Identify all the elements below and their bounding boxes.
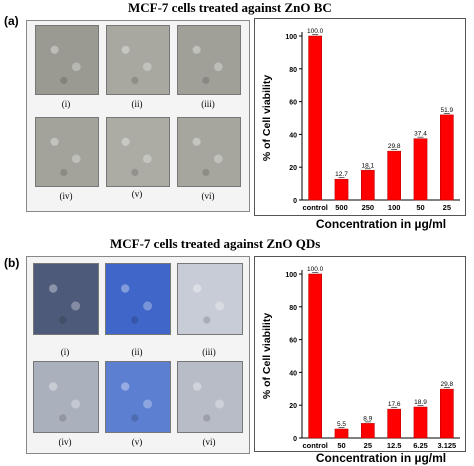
panel-a-image-4	[35, 117, 99, 187]
panel-b-y-tick-label-0: 0	[293, 436, 297, 443]
panel-a-bar-500	[334, 178, 349, 201]
panel-a-caption-4: (iv)	[59, 191, 73, 201]
panel-a-y-tick-label-2: 40	[289, 132, 297, 139]
panel-b-bar-chart: 0 20 40 60 80 100 100.0 control 5.5 50 8.9 25 17.6 12…	[261, 266, 460, 465]
panel-a-caption-2: (ii)	[131, 99, 143, 109]
panel-a-value-label-5: 51.9	[441, 107, 454, 114]
panel-b-value-label-1: 5.5	[337, 421, 346, 428]
panel-a-y-tick-label-4: 80	[289, 67, 297, 74]
panel-b-caption-6: (vi)	[202, 437, 216, 447]
panel-b-y-tick-label-2: 40	[289, 370, 297, 377]
panel-b-value-label-0: 100.0	[307, 266, 324, 273]
panel-b-value-label-2: 8.9	[363, 415, 372, 422]
panel-a-y-tick-label-3: 60	[289, 100, 297, 107]
panel-a-y-tick-label-0: 0	[293, 198, 297, 205]
panel-b-label: (b)	[4, 256, 20, 270]
panel-b-image-5	[105, 361, 171, 433]
panel-b-bar-25	[361, 423, 375, 439]
panel-a-bar-25	[440, 114, 454, 201]
panel-a-label: (a)	[4, 14, 19, 28]
panel-b-caption-1: (i)	[60, 347, 70, 357]
panel-b-x-tick-label-0: control	[302, 441, 327, 450]
panel-b-x-tick-label-2: 25	[364, 441, 372, 450]
panel-a-value-label-2: 18.1	[362, 162, 375, 169]
panel-b-title: MCF-7 cells treated against ZnO QDs	[110, 236, 321, 251]
panel-a-y-tick-label-1: 20	[289, 165, 297, 172]
panel-a-x-tick-label-1: 500	[335, 203, 348, 212]
panel-a-image-3	[177, 25, 241, 95]
panel-a-caption-5: (v)	[131, 189, 143, 199]
panel-a-bar-chart: 0 20 40 60 80 100 100.0 control 12.7 500 18.1 250 29…	[261, 28, 460, 231]
panel-b-value-label-5: 29.8	[441, 381, 454, 388]
panel-b-y-axis-label: % of Cell viability	[261, 313, 273, 400]
panel-b-image-4	[33, 361, 99, 433]
panel-b-y-tick-label-5: 100	[285, 272, 297, 279]
panel-a-micrographs: (i) (ii) (iii) (iv) (v) (vi)	[26, 20, 250, 212]
panel-a-value-label-0: 100.0	[307, 28, 324, 35]
panel-b-x-tick-label-1: 50	[337, 441, 345, 450]
panel-b-caption-2: (ii)	[131, 347, 143, 357]
panel-a-image-5	[106, 117, 170, 187]
panel-b-caption-3: (iii)	[202, 347, 216, 357]
panel-b-image-1	[33, 263, 99, 335]
panel-a-value-label-3: 29.8	[388, 143, 401, 150]
panel-a-chart-frame	[254, 18, 466, 216]
panel-b-bar-12.5	[387, 408, 401, 439]
panel-a-image-6	[177, 117, 241, 187]
panel-b-x-axis-label: Concentration in µg/ml	[316, 451, 446, 465]
panel-a-x-tick-label-2: 250	[362, 203, 375, 212]
panel-b-bar-control	[308, 273, 322, 439]
panel-a-bar-control	[308, 35, 322, 201]
panel-a-caption-3: (iii)	[201, 99, 215, 109]
panel-a-value-label-1: 12.7	[335, 171, 348, 178]
panel-a-image-1	[35, 25, 99, 95]
panel-b-image-2	[105, 263, 171, 335]
panel-b-image-6	[177, 361, 243, 433]
panel-a-x-tick-label-4: 50	[416, 203, 424, 212]
panel-a-bar-50	[413, 138, 428, 201]
panel-b-bar-3.125	[440, 388, 454, 439]
panel-a-value-label-4: 37.4	[414, 131, 427, 138]
panel-b-x-tick-label-3: 12.5	[387, 441, 402, 450]
panel-b-bar-6.25	[413, 406, 428, 439]
panel-a-caption-1: (i)	[61, 99, 71, 109]
panel-b-y-tick-label-1: 20	[289, 403, 297, 410]
panel-a-image-2	[106, 25, 170, 95]
panel-a-x-tick-label-5: 25	[443, 203, 451, 212]
panel-a-x-axis-label: Concentration in µg/ml	[316, 217, 446, 231]
panel-b-y-tick-label-3: 60	[289, 338, 297, 345]
panel-b-bar-50	[334, 428, 349, 439]
panel-b-chart-frame	[254, 256, 466, 452]
panel-b-value-label-4: 18.9	[414, 399, 427, 406]
panel-b-caption-5: (v)	[131, 437, 143, 447]
panel-b-caption-4: (iv)	[58, 437, 72, 447]
panel-b-x-tick-label-4: 6.25	[413, 441, 428, 450]
panel-b-y-tick-label-4: 80	[289, 305, 297, 312]
panel-a-y-tick-label-5: 100	[285, 34, 297, 41]
panel-b-x-tick-label-5: 3.125	[437, 441, 456, 450]
panel-b-micrographs: (i) (ii) (iii) (iv) (v) (vi)	[26, 256, 250, 454]
panel-a-bar-100	[387, 150, 401, 201]
panel-a-caption-6: (vi)	[201, 191, 215, 201]
panel-a-title: MCF-7 cells treated against ZnO BC	[128, 0, 332, 15]
panel-a-x-tick-label-0: control	[302, 203, 327, 212]
panel-b-value-label-3: 17.6	[388, 401, 401, 408]
panel-a-y-axis-label: % of Cell viability	[261, 75, 273, 162]
panel-a-bar-250	[361, 170, 375, 201]
panel-a-x-tick-label-3: 100	[388, 203, 401, 212]
panel-b-image-3	[177, 263, 243, 335]
